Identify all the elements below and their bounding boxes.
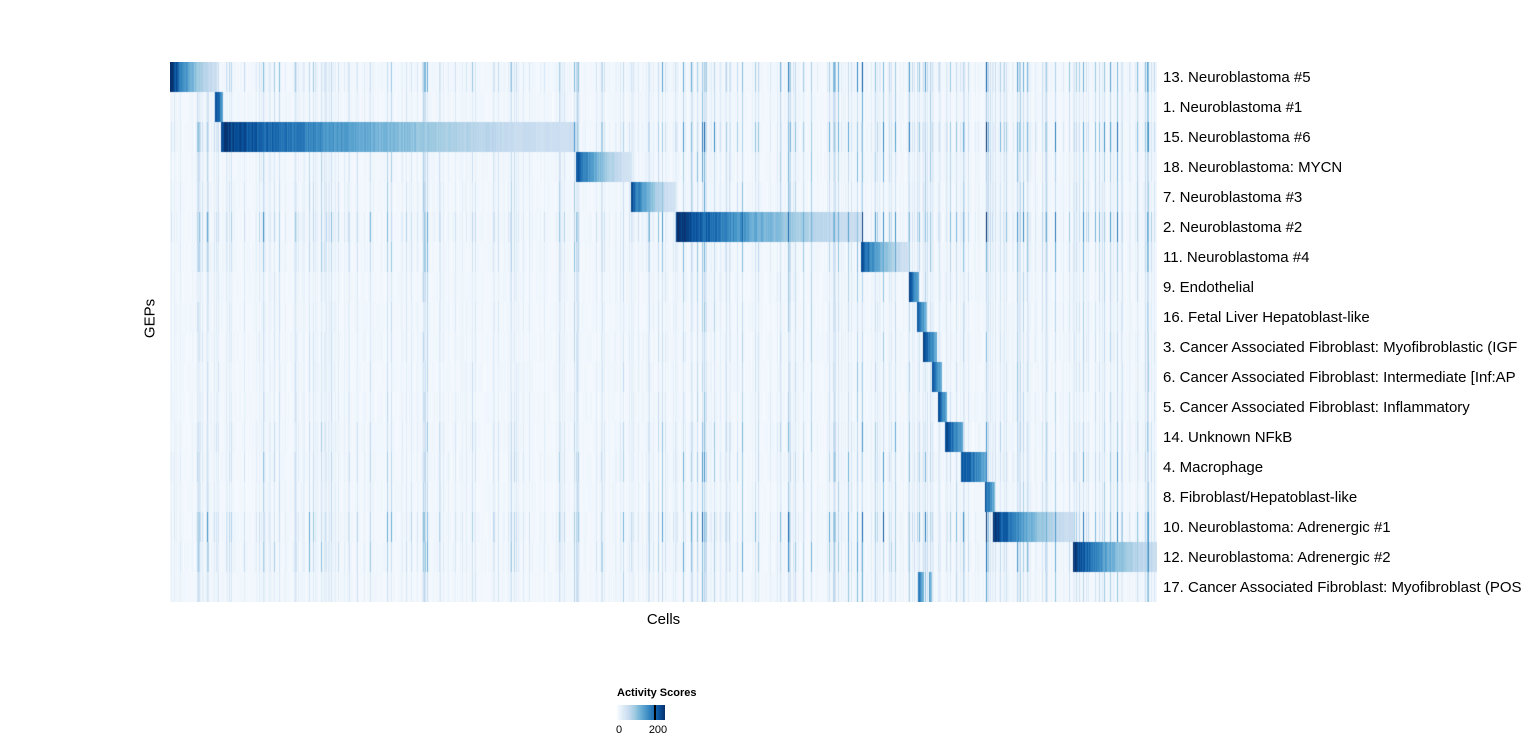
row-label: 7. Neuroblastoma #3 <box>1163 188 1303 206</box>
row-label: 3. Cancer Associated Fibroblast: Myofibr… <box>1163 338 1518 356</box>
row-label: 16. Fetal Liver Hepatoblast-like <box>1163 308 1370 326</box>
row-label: 4. Macrophage <box>1163 458 1264 476</box>
row-label: 13. Neuroblastoma #5 <box>1163 68 1311 86</box>
row-label: 12. Neuroblastoma: Adrenergic #2 <box>1163 548 1391 566</box>
row-label: 5. Cancer Associated Fibroblast: Inflamm… <box>1163 398 1470 416</box>
row-label: 2. Neuroblastoma #2 <box>1163 218 1303 236</box>
row-label: 14. Unknown NFkB <box>1163 428 1293 446</box>
row-label: 11. Neuroblastoma #4 <box>1163 248 1310 266</box>
row-label: 18. Neuroblastoma: MYCN <box>1163 158 1343 176</box>
row-label: 9. Endothelial <box>1163 278 1254 296</box>
row-label: 15. Neuroblastoma #6 <box>1163 128 1311 146</box>
legend-title: Activity Scores <box>617 687 697 699</box>
y-axis-label: GEPs <box>141 298 159 339</box>
row-label: 8. Fibroblast/Hepatoblast-like <box>1163 488 1358 506</box>
row-label: 1. Neuroblastoma #1 <box>1163 98 1303 116</box>
row-label: 10. Neuroblastoma: Adrenergic #1 <box>1163 518 1391 536</box>
colorbar-min-label: 0 <box>615 724 623 736</box>
row-label: 17. Cancer Associated Fibroblast: Myofib… <box>1163 578 1522 596</box>
colorbar-tick <box>654 705 656 720</box>
x-axis-label: Cells <box>646 611 681 628</box>
colorbar-max-label: 200 <box>648 724 668 736</box>
heatmap-canvas <box>170 62 1157 602</box>
row-label: 6. Cancer Associated Fibroblast: Interme… <box>1163 368 1516 386</box>
colorbar <box>617 705 665 720</box>
